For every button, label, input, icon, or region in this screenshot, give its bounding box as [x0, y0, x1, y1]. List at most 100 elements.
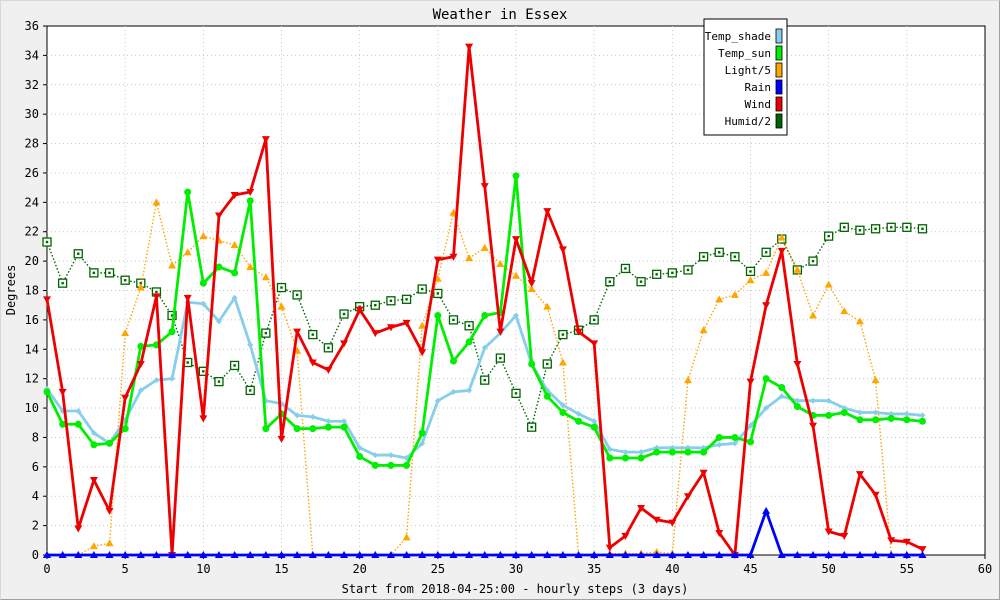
data-point — [683, 493, 692, 501]
data-point — [918, 551, 927, 558]
data-point-center — [202, 370, 205, 373]
data-point — [418, 349, 427, 357]
data-point — [480, 243, 489, 251]
data-point-center — [499, 356, 502, 360]
data-point — [355, 551, 364, 558]
data-point — [465, 338, 473, 346]
data-point — [918, 417, 926, 425]
data-point — [261, 551, 270, 558]
legend-swatch — [775, 113, 783, 129]
data-point — [809, 311, 818, 319]
data-point — [199, 551, 208, 558]
data-point — [512, 271, 520, 279]
data-point — [512, 551, 520, 558]
data-point — [74, 420, 82, 428]
data-point-center — [92, 271, 96, 275]
data-point — [340, 423, 348, 431]
data-point — [871, 491, 880, 499]
data-point — [762, 302, 771, 310]
y-tick-label: 16 — [25, 313, 39, 327]
data-point-center — [61, 281, 64, 285]
data-point — [903, 416, 911, 424]
data-point — [793, 403, 801, 411]
data-point — [668, 551, 677, 558]
data-point — [308, 551, 317, 558]
data-point — [480, 183, 489, 191]
data-point — [230, 191, 239, 199]
data-point — [324, 366, 333, 374]
data-point — [715, 551, 724, 558]
data-point — [136, 360, 145, 368]
data-point — [683, 376, 692, 384]
data-point — [887, 414, 895, 422]
axis-ticks: 0 5 10 15 20 25 30 35 40 45 50 55 600246810121416182… — [25, 19, 993, 576]
data-point — [747, 438, 754, 446]
data-point — [715, 433, 723, 441]
data-point — [450, 388, 457, 395]
data-point — [152, 551, 161, 558]
data-point — [153, 377, 160, 384]
data-point — [824, 528, 833, 536]
data-point — [763, 405, 770, 412]
data-point — [918, 546, 927, 554]
data-point — [403, 461, 411, 469]
data-point — [730, 551, 739, 558]
data-point — [527, 285, 536, 293]
data-point-center — [295, 293, 299, 297]
data-point-center — [639, 280, 643, 283]
data-point — [746, 378, 755, 386]
data-point — [590, 340, 599, 348]
data-point — [293, 425, 301, 433]
y-tick-label: 24 — [25, 195, 39, 209]
data-point-center — [421, 287, 424, 291]
data-point — [809, 422, 818, 430]
data-point — [231, 294, 238, 301]
data-point — [668, 448, 676, 456]
y-tick-label: 32 — [25, 78, 39, 92]
data-point — [136, 551, 145, 558]
data-point — [559, 402, 566, 409]
data-point — [434, 311, 442, 319]
data-point — [621, 454, 629, 462]
data-point — [856, 416, 864, 424]
data-point — [356, 453, 364, 461]
x-tick-label: 60 — [978, 562, 992, 576]
y-tick-label: 4 — [32, 489, 39, 503]
data-point-center — [327, 346, 330, 350]
data-point-center — [655, 273, 658, 276]
data-point — [434, 397, 441, 404]
data-point — [653, 448, 661, 456]
series-rain — [43, 506, 927, 558]
data-point — [121, 394, 130, 402]
data-point — [637, 454, 645, 462]
data-point-center — [233, 364, 236, 367]
data-point — [121, 329, 130, 337]
data-point-center — [483, 378, 486, 382]
legend-swatch — [775, 28, 783, 44]
data-point — [325, 418, 332, 425]
data-point — [169, 375, 176, 382]
data-point — [824, 551, 833, 558]
data-point — [200, 300, 207, 307]
data-point — [496, 328, 505, 336]
data-point — [605, 551, 614, 558]
data-point — [871, 551, 880, 558]
data-point — [683, 551, 692, 558]
data-point — [543, 551, 552, 558]
data-point — [293, 328, 302, 336]
data-point-center — [530, 425, 533, 429]
data-point — [58, 551, 67, 558]
data-point — [855, 317, 864, 325]
data-point — [387, 461, 395, 469]
y-tick-label: 20 — [25, 254, 39, 268]
data-point-center — [170, 314, 174, 317]
y-tick-label: 30 — [25, 107, 39, 121]
data-point — [137, 387, 144, 394]
data-point — [466, 387, 473, 394]
data-point — [340, 340, 349, 348]
data-point — [449, 357, 457, 365]
y-tick-label: 28 — [25, 137, 39, 151]
data-point — [152, 198, 161, 206]
data-point — [778, 383, 786, 391]
data-point-center — [436, 292, 440, 295]
